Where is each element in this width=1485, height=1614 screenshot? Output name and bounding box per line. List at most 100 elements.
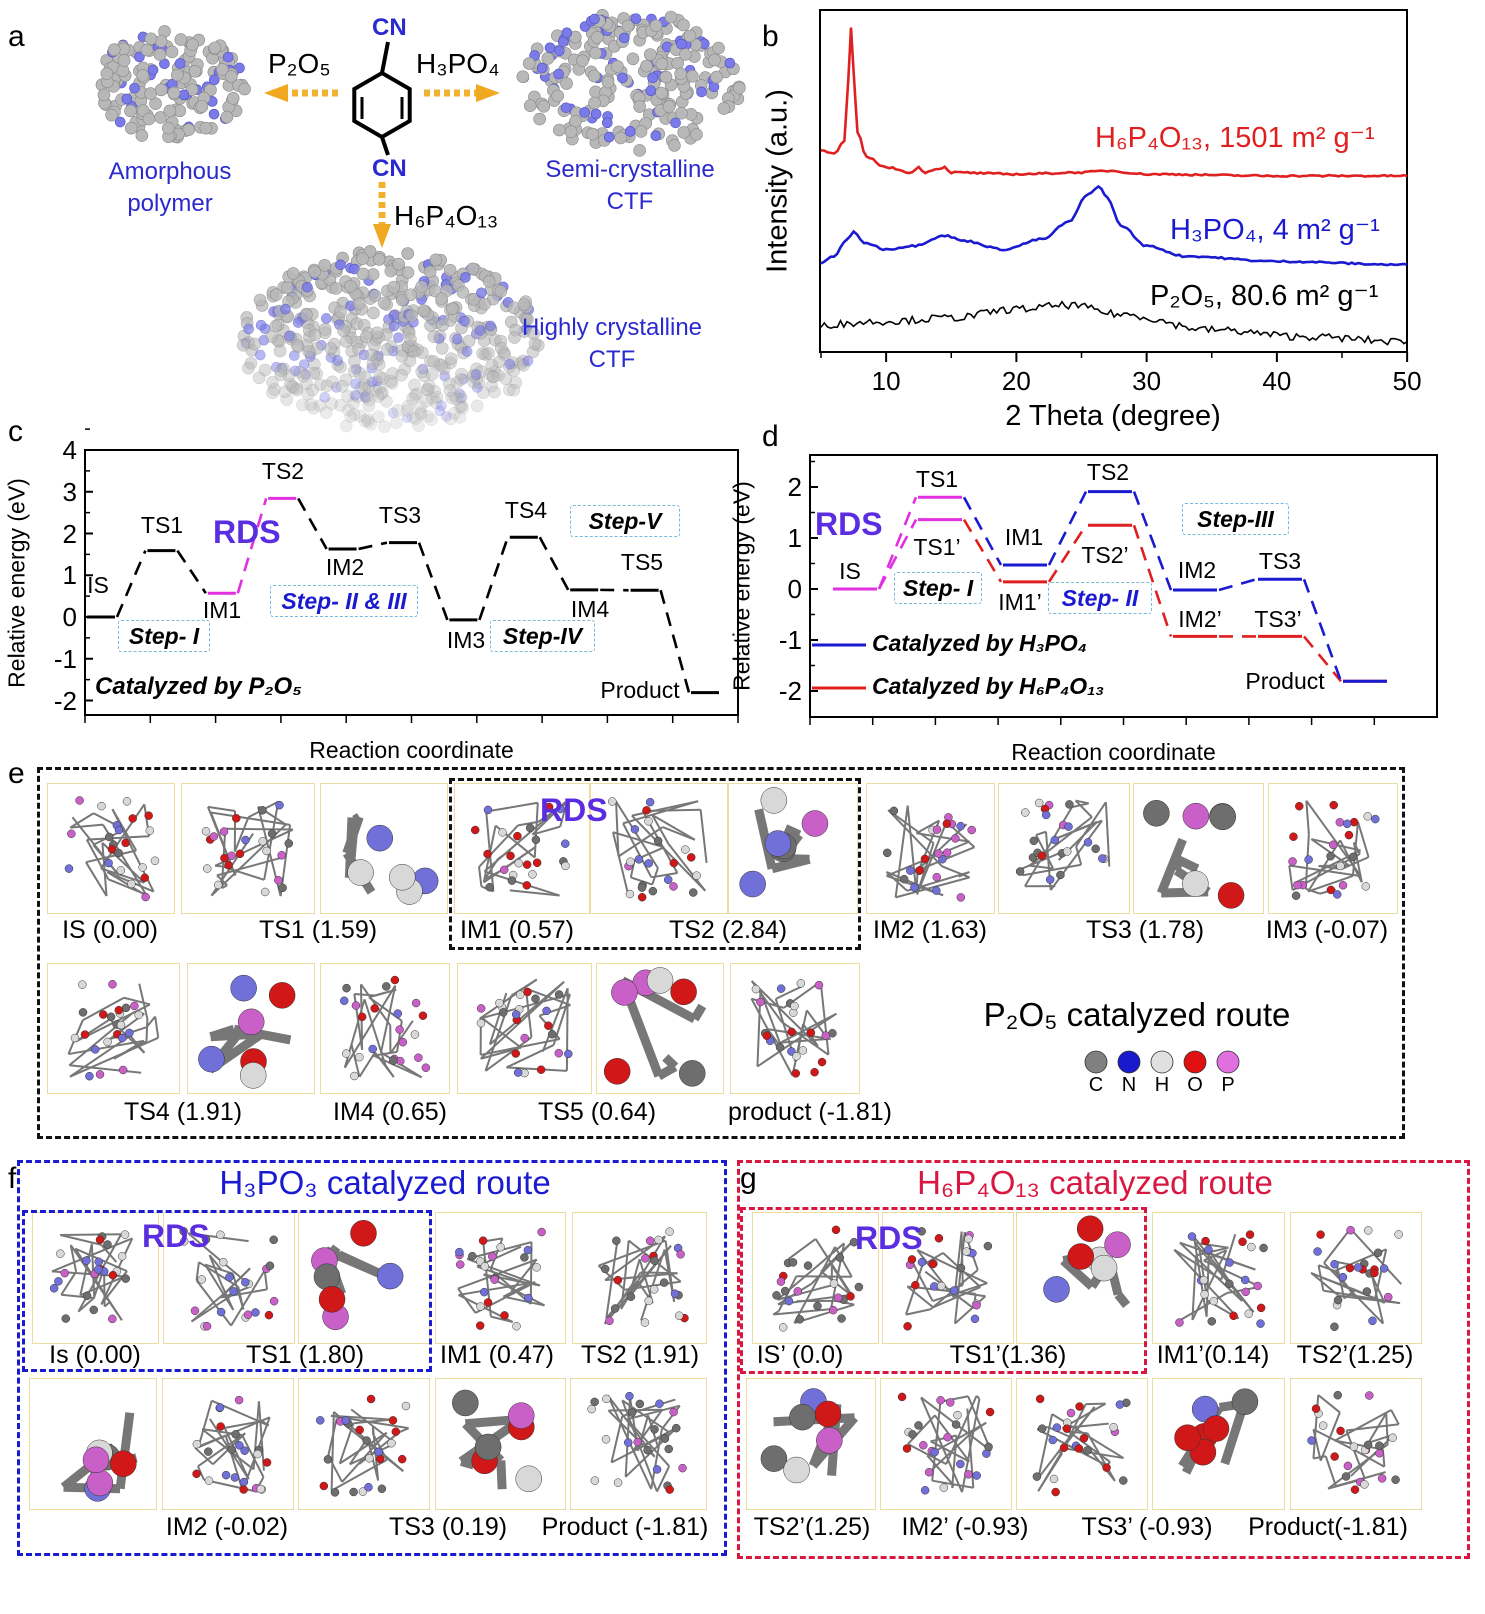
atom-ball	[1330, 1452, 1339, 1461]
atom-ball	[192, 1469, 201, 1479]
structure-label: Product(-1.81)	[1248, 1513, 1408, 1541]
atom-ball	[455, 367, 468, 381]
atom-ball	[339, 419, 353, 433]
bond	[1323, 1228, 1352, 1264]
atom-ball	[436, 400, 447, 411]
atom-ball	[846, 1292, 855, 1301]
atom-ball	[796, 979, 806, 988]
atom-ball	[371, 375, 383, 387]
molecule-structure	[739, 787, 829, 898]
atom-ball	[1083, 838, 1093, 847]
atom-ball	[1336, 861, 1345, 871]
molecule-structure	[587, 1391, 687, 1494]
bond	[794, 1303, 855, 1324]
atom-ball	[523, 1245, 533, 1255]
atom-ball	[1104, 1231, 1131, 1258]
atom-ball	[627, 1408, 637, 1417]
atom-ball	[353, 367, 367, 380]
atom-ball	[499, 372, 513, 386]
structure-label: IM1 (0.57)	[460, 916, 574, 944]
atom-ball	[665, 1485, 674, 1494]
atom-ball	[513, 1068, 523, 1077]
atom-ball	[404, 333, 417, 346]
atom-ball	[787, 1027, 796, 1037]
atom-ball	[427, 355, 440, 368]
atom-ball	[353, 409, 367, 423]
bond	[905, 1308, 931, 1316]
atom-ball	[906, 866, 915, 875]
atom-ball	[613, 1478, 623, 1487]
bond	[214, 864, 223, 868]
atom-ball	[342, 403, 355, 417]
atom-ball	[1307, 1436, 1316, 1445]
atom-ball	[1065, 800, 1074, 809]
bond	[509, 889, 560, 897]
atom-ball	[136, 69, 150, 82]
atom-ball	[536, 1065, 546, 1074]
atom-ball	[564, 125, 578, 139]
atom-ball	[135, 129, 149, 142]
atom-ball	[560, 839, 570, 848]
bond	[1037, 1413, 1054, 1479]
atom-ball	[97, 88, 111, 102]
structure-label: TS3’ (-0.93)	[1081, 1513, 1213, 1541]
atom-ball	[474, 365, 488, 378]
bond	[931, 1401, 942, 1481]
atom-ball	[385, 376, 399, 390]
atom-ball	[401, 266, 415, 279]
atom-ball	[406, 411, 420, 424]
atom-ball	[476, 1302, 485, 1311]
atom-ball	[335, 259, 346, 271]
atom-ball	[421, 382, 435, 396]
atom-ball	[674, 1311, 684, 1320]
bond	[620, 1276, 627, 1309]
atom-ball	[410, 387, 423, 401]
atom-ball	[659, 1278, 669, 1287]
atom-ball	[790, 1001, 799, 1011]
atom-ball	[655, 1399, 664, 1408]
atom-ball	[486, 370, 500, 384]
molecule-structure	[903, 1227, 993, 1331]
atom-ball	[914, 1421, 923, 1430]
bond	[68, 1011, 135, 1066]
atom-ball	[209, 832, 219, 841]
atom-ball	[1209, 803, 1236, 831]
atom-ball	[624, 126, 636, 137]
atom-ball	[470, 825, 480, 835]
atom-ball	[97, 801, 106, 811]
bond	[954, 1295, 987, 1325]
atom-ball	[415, 365, 429, 379]
chart-c-connector	[297, 497, 328, 550]
atom-ball	[347, 397, 360, 410]
atom-ball	[589, 13, 600, 25]
atom-ball	[751, 984, 761, 994]
bond	[1178, 1292, 1228, 1322]
atom-ball	[117, 54, 131, 67]
atom-ball	[677, 18, 690, 32]
atom-ball	[456, 286, 470, 299]
atom-ball	[268, 383, 281, 396]
chart-d-red-connector	[962, 518, 1003, 583]
atom-ball	[267, 829, 277, 838]
atom-ball	[814, 980, 824, 990]
atom-ball	[275, 800, 284, 810]
atom-ball	[443, 384, 457, 397]
bond	[1385, 1413, 1389, 1445]
legend-atom-C-icon	[1084, 1050, 1108, 1074]
structure-label: TS2’(1.25)	[1296, 1341, 1414, 1369]
structure-e-TS3-zoom	[1133, 783, 1264, 914]
atom-ball	[264, 1310, 274, 1320]
atom-ball	[626, 52, 640, 66]
atom-ball	[366, 1394, 376, 1404]
chart-d-level-label: IS	[839, 558, 861, 584]
atom-ball	[284, 330, 295, 342]
atom-ball	[107, 845, 117, 854]
bond	[480, 1016, 522, 1049]
atom-ball	[1363, 1440, 1373, 1450]
atom-ball	[468, 1251, 477, 1261]
panel-e-frame	[37, 767, 1405, 1139]
atom-ball	[1333, 1295, 1343, 1305]
atom-ball	[319, 406, 333, 419]
atom-ball	[788, 1258, 798, 1267]
